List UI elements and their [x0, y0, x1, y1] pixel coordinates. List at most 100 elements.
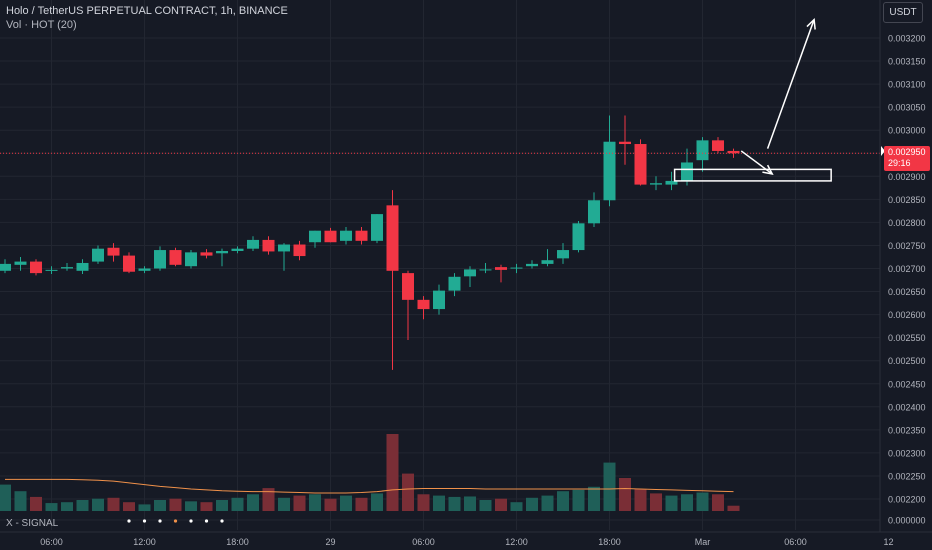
volume-bar — [696, 492, 709, 511]
candle — [123, 252, 135, 274]
price-tick-label: 0.003050 — [888, 103, 926, 113]
volume-bar — [76, 500, 89, 511]
price-tick-label: 0.003200 — [888, 34, 926, 44]
price-tick-label: 0.003000 — [888, 126, 926, 136]
candle — [30, 259, 42, 276]
candle — [247, 236, 259, 251]
candle — [665, 171, 678, 191]
candle — [61, 262, 73, 271]
candle-body — [293, 244, 306, 257]
volume-bar — [557, 491, 569, 511]
time-tick-label: 29 — [325, 537, 335, 547]
volume-bar — [603, 462, 616, 511]
volume-indicator-label[interactable]: Vol · HOT (20) — [6, 19, 77, 31]
time-axis[interactable]: 06:00 12:00 18:00 29 06:00 12:00 18:00 Mar 06:00… — [0, 531, 932, 550]
volume-bar — [371, 493, 383, 511]
time-tick-label: 12:00 — [505, 537, 528, 547]
candle — [92, 245, 104, 264]
candle — [603, 115, 616, 207]
price-axis[interactable]: 0.003200 0.003150 0.003100 0.003050 0.003000… — [879, 0, 932, 532]
price-tick-label: 0.002550 — [888, 333, 926, 343]
arrow-right-shaft — [740, 150, 773, 175]
volume-bar — [572, 489, 585, 511]
candle — [309, 230, 321, 248]
candle — [681, 148, 693, 186]
volume-bar — [154, 500, 166, 511]
candle — [169, 247, 182, 267]
candle — [76, 259, 89, 275]
candle — [572, 221, 585, 253]
volume-bar — [169, 498, 182, 511]
price-tick-label: 0.002800 — [888, 218, 926, 228]
time-tick-label: 18:00 — [598, 537, 621, 547]
volume-bar — [402, 473, 414, 511]
candle-body — [696, 140, 709, 161]
candle-body — [262, 239, 275, 252]
volume-bar — [92, 498, 104, 511]
candle-body — [30, 261, 42, 274]
candle — [557, 243, 569, 264]
volume-bar — [588, 486, 600, 511]
signal-indicator-label[interactable]: X - SIGNAL — [6, 518, 59, 529]
grid-lines — [0, 0, 889, 530]
candle-body — [92, 248, 104, 262]
volume-bar — [231, 497, 244, 511]
price-tick-label: 0.002750 — [888, 241, 926, 251]
candlesticks[interactable] — [0, 115, 740, 370]
candle — [154, 246, 166, 271]
candle-body — [448, 276, 461, 291]
volume-bar — [200, 502, 213, 511]
drawing-annotations[interactable] — [0, 17, 884, 182]
price-tick-label: 0.002700 — [888, 264, 926, 274]
signal-dots — [127, 519, 224, 523]
candle-body — [727, 150, 740, 154]
candle-body — [138, 268, 151, 271]
volume-bar — [634, 489, 647, 511]
volume-bar — [107, 497, 120, 511]
volume-bar — [185, 501, 197, 511]
candle-body — [495, 267, 507, 270]
volume-bar — [324, 498, 337, 511]
volume-bar — [681, 494, 693, 511]
volume-bar — [0, 484, 11, 511]
volume-bar — [123, 502, 135, 511]
currency-unit-button[interactable]: USDT — [883, 2, 923, 23]
price-tick-label: 0.002300 — [888, 448, 926, 458]
candle-body — [123, 255, 135, 272]
bar-countdown: 29:16 — [888, 158, 911, 168]
candle — [417, 296, 430, 320]
signal-dot — [127, 519, 131, 523]
price-tick-label: 0.002450 — [888, 379, 926, 389]
candle-body — [712, 140, 724, 151]
candle-body — [588, 200, 600, 224]
candle — [14, 256, 27, 271]
signal-dot — [220, 519, 224, 523]
candle-body — [247, 239, 259, 249]
candle-body — [355, 230, 368, 241]
symbol-title[interactable]: Holo / TetherUS PERPETUAL CONTRACT, 1h, … — [6, 5, 288, 17]
candle — [324, 227, 337, 243]
candle-body — [603, 141, 616, 201]
volume-bar — [278, 497, 290, 511]
volume-bar — [309, 494, 321, 511]
candle — [185, 250, 197, 269]
signal-dot — [142, 519, 147, 523]
candle-body — [169, 250, 182, 265]
candle — [727, 148, 740, 158]
candle — [216, 248, 228, 267]
arrow-right-head — [762, 164, 774, 176]
candle-body — [479, 269, 492, 271]
volume-bars — [0, 434, 740, 511]
candle — [495, 264, 507, 283]
candle-body — [634, 144, 647, 185]
volume-bar — [14, 491, 27, 511]
price-tick-label: 0.002200 — [888, 495, 926, 505]
candle — [619, 115, 631, 165]
candle-body — [154, 250, 166, 269]
candle — [433, 284, 445, 315]
volume-bar — [479, 500, 492, 511]
volume-bar — [448, 496, 461, 511]
candle — [464, 266, 476, 287]
candle — [696, 137, 709, 172]
